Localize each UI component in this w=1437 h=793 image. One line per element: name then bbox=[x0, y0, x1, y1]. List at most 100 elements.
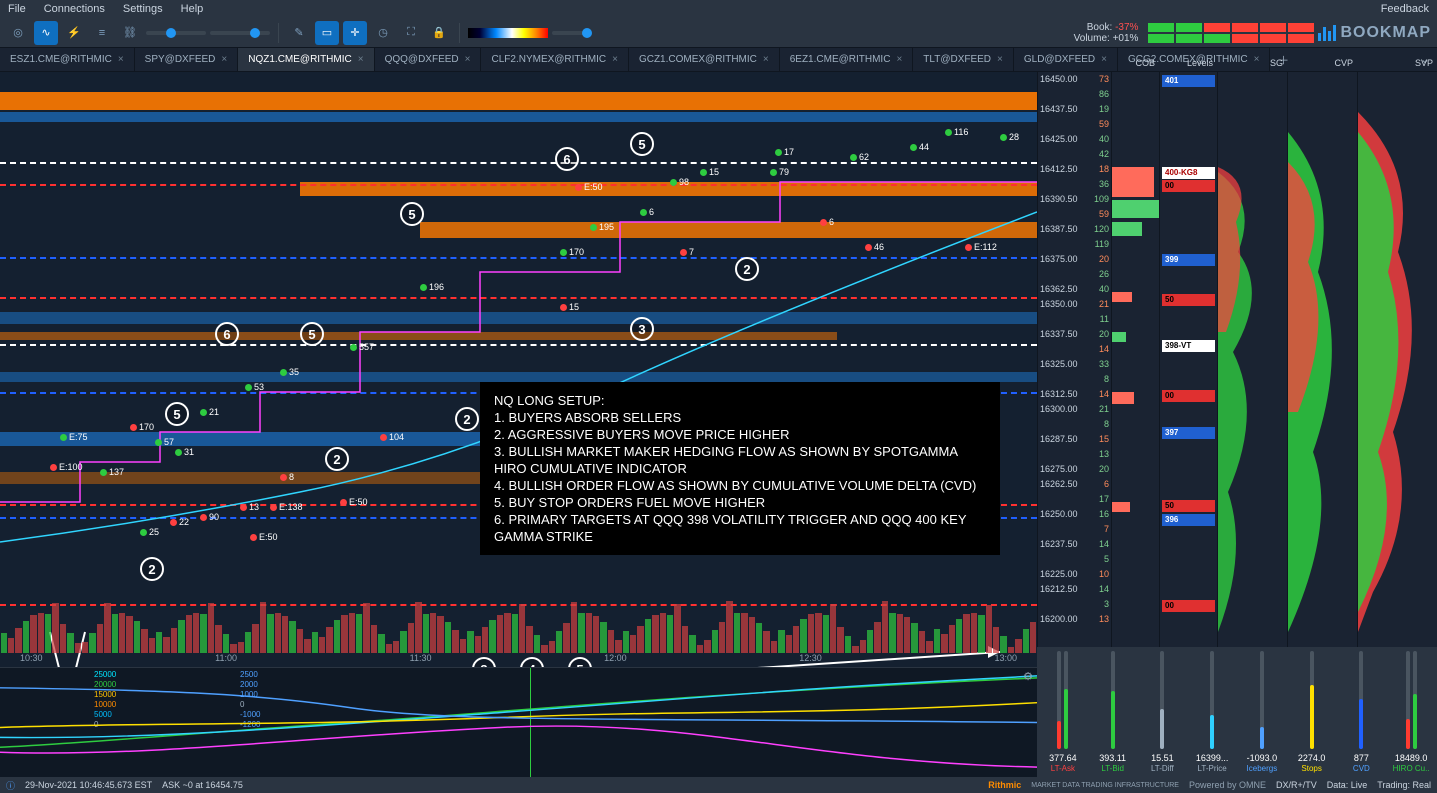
target-icon[interactable]: ◎ bbox=[6, 21, 30, 45]
trade-marker: 28 bbox=[1000, 132, 1019, 142]
trade-marker: E:138 bbox=[270, 502, 303, 512]
slider-Icebergs[interactable]: -1093.0Icebergs bbox=[1238, 651, 1286, 773]
trade-marker: 57 bbox=[155, 437, 174, 447]
level-marker: 396 bbox=[1162, 514, 1215, 526]
menu-connections[interactable]: Connections bbox=[44, 3, 105, 15]
trade-marker: 8 bbox=[280, 472, 294, 482]
level-marker: 00 bbox=[1162, 600, 1215, 612]
trade-marker: 170 bbox=[130, 422, 154, 432]
layers-icon[interactable]: ≡ bbox=[90, 21, 114, 45]
trade-marker: 116 bbox=[945, 127, 968, 137]
trade-marker: 170 bbox=[560, 247, 584, 257]
tab-close-icon[interactable]: × bbox=[896, 54, 902, 65]
chain-icon[interactable]: ⛓ bbox=[118, 21, 142, 45]
tab-6[interactable]: 6EZ1.CME@RITHMIC× bbox=[780, 48, 914, 71]
trade-marker: E:112 bbox=[965, 242, 997, 252]
trade-marker: 104 bbox=[380, 432, 404, 442]
trade-marker: 17 bbox=[775, 147, 794, 157]
slider-LT-Bid[interactable]: 393.11LT-Bid bbox=[1089, 651, 1137, 773]
toolbar: ◎ ∿ ⚡ ≡ ⛓ ✎ ▭ ✛ ◷ ⛶ 🔒 Book: -37% Volume:… bbox=[0, 18, 1437, 48]
trade-marker: E:50 bbox=[340, 497, 368, 507]
menu-feedback[interactable]: Feedback bbox=[1381, 3, 1429, 15]
expand-icon[interactable]: ⛶ bbox=[399, 21, 423, 45]
gradient-slider[interactable] bbox=[552, 31, 592, 35]
tab-close-icon[interactable]: × bbox=[118, 54, 124, 65]
level-marker: 50 bbox=[1162, 500, 1215, 512]
annotation-circle-2: 2 bbox=[140, 557, 164, 581]
subchart-gear-icon[interactable]: ⚙ bbox=[1023, 670, 1033, 683]
status-bar: ⓘ 29-Nov-2021 10:46:45.673 EST ASK ~0 at… bbox=[0, 777, 1437, 793]
tab-close-icon[interactable]: × bbox=[997, 54, 1003, 65]
trade-marker: 79 bbox=[770, 167, 789, 177]
tab-close-icon[interactable]: × bbox=[763, 54, 769, 65]
slider-Stops[interactable]: 2274.0Stops bbox=[1288, 651, 1336, 773]
tabstrip: ESZ1.CME@RITHMIC×SPY@DXFEED×NQZ1.CME@RIT… bbox=[0, 48, 1437, 72]
slider-HIRO Cu..[interactable]: 18489.0HIRO Cu.. bbox=[1387, 651, 1435, 773]
slider-LT-Diff[interactable]: 15.51LT-Diff bbox=[1139, 651, 1187, 773]
bolt-icon[interactable]: ⚡ bbox=[62, 21, 86, 45]
slider-LT-Ask[interactable]: 377.64LT-Ask bbox=[1039, 651, 1087, 773]
bookmap-logo: BOOKMAP bbox=[1318, 24, 1431, 42]
trade-marker: 7 bbox=[680, 247, 694, 257]
link-icon[interactable]: ∿ bbox=[34, 21, 58, 45]
trade-marker: 15 bbox=[560, 302, 579, 312]
tab-close-icon[interactable]: × bbox=[465, 54, 471, 65]
annotation-circle-5: 5 bbox=[400, 202, 424, 226]
annotation-circle-2: 2 bbox=[325, 447, 349, 471]
opacity-slider[interactable] bbox=[210, 31, 270, 35]
volume-bars bbox=[0, 603, 1037, 653]
level-marker: 400-KG8 bbox=[1162, 167, 1215, 179]
tab-2[interactable]: NQZ1.CME@RITHMIC× bbox=[238, 48, 374, 71]
tab-3[interactable]: QQQ@DXFEED× bbox=[375, 48, 482, 71]
slider-LT-Price[interactable]: 16399...LT-Price bbox=[1188, 651, 1236, 773]
trade-marker: E:50 bbox=[575, 182, 603, 192]
tab-close-icon[interactable]: × bbox=[612, 54, 618, 65]
annotation-circle-6: 6 bbox=[215, 322, 239, 346]
level-marker: 397 bbox=[1162, 427, 1215, 439]
level-marker: 399 bbox=[1162, 254, 1215, 266]
tab-close-icon[interactable]: × bbox=[221, 54, 227, 65]
cvp-column: CVP bbox=[1287, 72, 1357, 647]
annotation-circle-6: 6 bbox=[555, 147, 579, 171]
price-axis: 16450.00738616437.50195916425.0040421641… bbox=[1037, 72, 1111, 647]
trade-marker: 62 bbox=[850, 152, 869, 162]
tab-close-icon[interactable]: × bbox=[1101, 54, 1107, 65]
note-icon[interactable]: ▭ bbox=[315, 21, 339, 45]
trade-marker: 98 bbox=[670, 177, 689, 187]
level-marker: 00 bbox=[1162, 180, 1215, 192]
zoom-slider[interactable] bbox=[146, 31, 206, 35]
timer-icon[interactable]: ◷ bbox=[371, 21, 395, 45]
menu-file[interactable]: File bbox=[8, 3, 26, 15]
tab-8[interactable]: GLD@DXFEED× bbox=[1014, 48, 1118, 71]
trade-marker: 557 bbox=[350, 342, 374, 352]
annotation-circle-3: 3 bbox=[630, 317, 654, 341]
main-area: E:75E:1001371705731215335557104196170195… bbox=[0, 72, 1437, 777]
tab-close-icon[interactable]: × bbox=[1254, 54, 1260, 65]
annotation-circle-5: 5 bbox=[630, 132, 654, 156]
tab-7[interactable]: TLT@DXFEED× bbox=[913, 48, 1014, 71]
menu-help[interactable]: Help bbox=[181, 3, 204, 15]
status-timestamp: 29-Nov-2021 10:46:45.673 EST bbox=[25, 780, 152, 790]
annotation-circle-5: 5 bbox=[165, 402, 189, 426]
level-marker: 50 bbox=[1162, 294, 1215, 306]
heatmap-chart[interactable]: E:75E:1001371705731215335557104196170195… bbox=[0, 72, 1037, 777]
lock-icon[interactable]: 🔒 bbox=[427, 21, 451, 45]
indicator-subchart[interactable]: 2500020000150001000050000 2500200010000-… bbox=[0, 667, 1037, 777]
menu-settings[interactable]: Settings bbox=[123, 3, 163, 15]
menubar: File Connections Settings Help Feedback bbox=[0, 0, 1437, 18]
crosshair-icon[interactable]: ✛ bbox=[343, 21, 367, 45]
tab-5[interactable]: GCZ1.COMEX@RITHMIC× bbox=[629, 48, 780, 71]
level-marker: 00 bbox=[1162, 390, 1215, 402]
svp-column: SVP bbox=[1357, 72, 1437, 647]
book-vol-bars bbox=[1148, 23, 1314, 43]
tab-1[interactable]: SPY@DXFEED× bbox=[135, 48, 239, 71]
trade-marker: 6 bbox=[640, 207, 654, 217]
trade-marker: 46 bbox=[865, 242, 884, 252]
pencil-icon[interactable]: ✎ bbox=[287, 21, 311, 45]
trade-marker: 21 bbox=[200, 407, 219, 417]
tab-close-icon[interactable]: × bbox=[358, 54, 364, 65]
slider-CVD[interactable]: 877CVD bbox=[1338, 651, 1386, 773]
trade-marker: E:50 bbox=[250, 532, 278, 542]
tab-4[interactable]: CLF2.NYMEX@RITHMIC× bbox=[481, 48, 628, 71]
tab-0[interactable]: ESZ1.CME@RITHMIC× bbox=[0, 48, 135, 71]
